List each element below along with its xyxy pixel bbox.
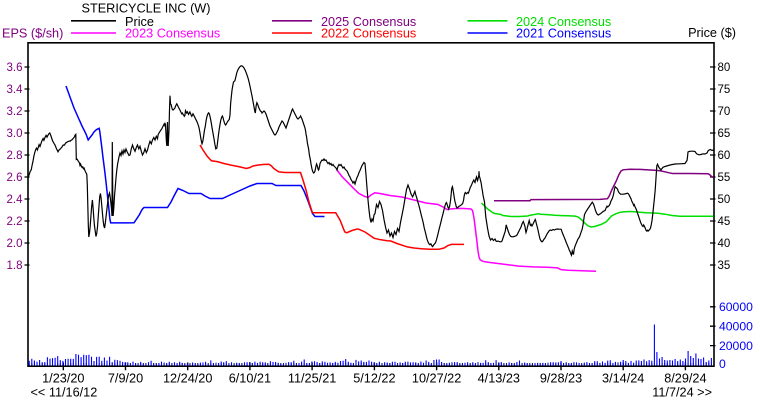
svg-text:Price: Price bbox=[125, 15, 154, 29]
svg-text:Price ($): Price ($) bbox=[688, 26, 736, 40]
svg-text:2024 Consensus: 2024 Consensus bbox=[516, 15, 611, 29]
svg-text:3/14/24: 3/14/24 bbox=[602, 372, 644, 386]
svg-text:2.6: 2.6 bbox=[7, 172, 23, 184]
svg-text:70: 70 bbox=[718, 106, 731, 118]
svg-text:2.4: 2.4 bbox=[7, 194, 24, 206]
svg-text:<< 11/16/12: << 11/16/12 bbox=[31, 386, 98, 400]
svg-text:40: 40 bbox=[718, 238, 731, 250]
svg-text:60000: 60000 bbox=[719, 300, 753, 314]
svg-text:3.2: 3.2 bbox=[7, 106, 23, 118]
svg-text:2.0: 2.0 bbox=[7, 238, 23, 250]
svg-text:7/9/20: 7/9/20 bbox=[108, 372, 143, 386]
svg-text:0: 0 bbox=[719, 357, 726, 371]
svg-text:9/28/23: 9/28/23 bbox=[540, 372, 582, 386]
svg-text:80: 80 bbox=[718, 62, 731, 74]
svg-text:50: 50 bbox=[718, 194, 731, 206]
svg-text:11/25/21: 11/25/21 bbox=[288, 372, 336, 386]
svg-text:55: 55 bbox=[718, 172, 731, 184]
svg-text:12/24/20: 12/24/20 bbox=[163, 372, 212, 386]
svg-text:STERICYCLE INC (W): STERICYCLE INC (W) bbox=[82, 1, 211, 15]
svg-text:45: 45 bbox=[718, 216, 731, 228]
svg-text:2023 Consensus: 2023 Consensus bbox=[125, 27, 220, 41]
svg-text:2025 Consensus: 2025 Consensus bbox=[321, 15, 416, 29]
svg-text:3.6: 3.6 bbox=[7, 62, 23, 74]
svg-text:2021 Consensus: 2021 Consensus bbox=[516, 27, 611, 41]
svg-text:5/12/22: 5/12/22 bbox=[353, 372, 395, 386]
svg-text:40000: 40000 bbox=[719, 320, 753, 334]
svg-text:60: 60 bbox=[718, 150, 731, 162]
svg-text:2022 Consensus: 2022 Consensus bbox=[321, 27, 416, 41]
svg-text:20000: 20000 bbox=[719, 339, 753, 353]
svg-text:1/23/20: 1/23/20 bbox=[42, 372, 84, 386]
svg-text:1.8: 1.8 bbox=[7, 260, 23, 272]
svg-text:2.2: 2.2 bbox=[7, 216, 23, 228]
svg-text:11/7/24 >>: 11/7/24 >> bbox=[652, 386, 712, 400]
svg-text:65: 65 bbox=[718, 128, 731, 140]
svg-text:2.8: 2.8 bbox=[7, 150, 23, 162]
svg-text:EPS ($/sh): EPS ($/sh) bbox=[2, 27, 63, 41]
svg-text:3.0: 3.0 bbox=[7, 128, 23, 140]
svg-text:10/27/22: 10/27/22 bbox=[412, 372, 461, 386]
svg-text:3.4: 3.4 bbox=[7, 84, 24, 96]
svg-text:8/29/24: 8/29/24 bbox=[664, 372, 706, 386]
svg-text:6/10/21: 6/10/21 bbox=[229, 372, 271, 386]
svg-text:4/13/23: 4/13/23 bbox=[478, 372, 520, 386]
svg-text:75: 75 bbox=[718, 84, 731, 96]
svg-text:35: 35 bbox=[718, 260, 731, 272]
